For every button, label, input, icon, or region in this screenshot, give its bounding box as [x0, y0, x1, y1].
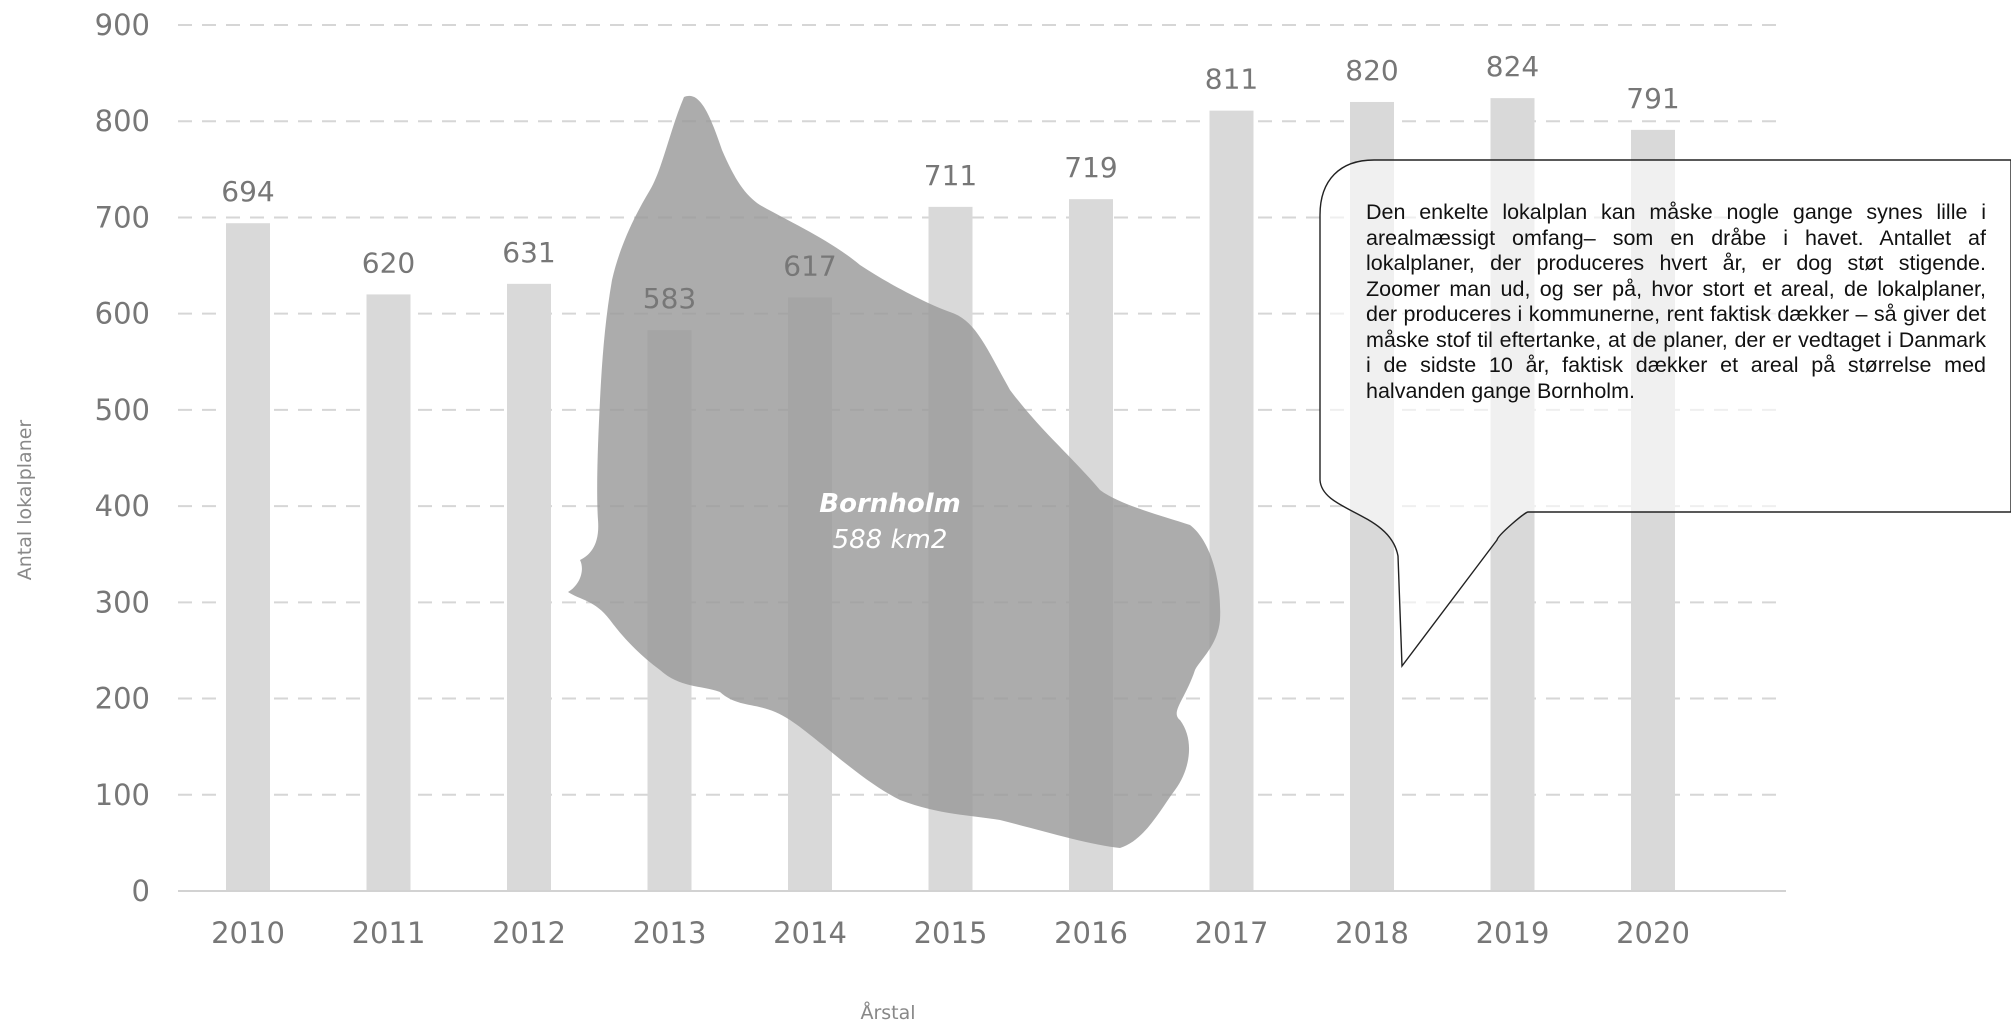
- y-tick-label: 100: [95, 778, 150, 812]
- x-tick-label-2013: 2013: [633, 916, 707, 950]
- value-label-2011: 620: [362, 246, 415, 279]
- bar-2017: [1209, 110, 1254, 892]
- island-name-label: Bornholm: [819, 489, 960, 519]
- y-tick-label: 200: [95, 682, 150, 716]
- y-tick-label: 0: [132, 874, 150, 908]
- x-tick-label-2016: 2016: [1054, 916, 1128, 950]
- callout-text: Den enkelte lokalplan kan måske nogle ga…: [1366, 200, 1986, 403]
- x-tick-label-2020: 2020: [1616, 916, 1690, 950]
- y-tick-label: 400: [95, 489, 150, 523]
- island-area-label: 588 km2: [833, 525, 948, 555]
- y-tick-label: 500: [95, 393, 150, 427]
- bornholm-island-shape: [568, 95, 1221, 848]
- x-tick-label-2019: 2019: [1476, 916, 1550, 950]
- value-label-2019: 824: [1486, 50, 1539, 83]
- x-tick-label-2014: 2014: [773, 916, 847, 950]
- x-tick-label-2017: 2017: [1195, 916, 1269, 950]
- value-label-2018: 820: [1345, 54, 1398, 87]
- value-label-2012: 631: [502, 236, 555, 269]
- x-tick-labels: 2010 2011 2012 2013 2014 2015 2016 2017 2018 2019…: [211, 916, 1690, 950]
- callout-bubble: [1319, 159, 2011, 668]
- value-label-2015: 711: [924, 159, 977, 192]
- x-axis-title: Årstal: [860, 1001, 915, 1024]
- value-labels: 694 620 631 583 617 711 719 811 820 824 791: [221, 50, 1679, 315]
- y-tick-label: 800: [95, 104, 150, 138]
- x-tick-label-2012: 2012: [492, 916, 566, 950]
- y-tick-label: 900: [95, 8, 150, 42]
- value-label-2017: 811: [1205, 63, 1258, 96]
- y-tick-label: 700: [95, 200, 150, 234]
- value-label-2014: 617: [783, 249, 836, 282]
- x-tick-label-2010: 2010: [211, 916, 285, 950]
- y-tick-labels: 0 100 200 300 400 500 600 700 800 900: [95, 8, 150, 908]
- x-tick-label-2011: 2011: [352, 916, 426, 950]
- bar-2012: [507, 283, 551, 891]
- value-label-2010: 694: [221, 175, 274, 208]
- y-axis-title: Antal lokalplaner: [14, 420, 36, 581]
- value-label-2020: 791: [1626, 82, 1679, 115]
- value-label-2016: 719: [1064, 151, 1117, 184]
- y-tick-label: 300: [95, 585, 150, 619]
- bar-2011: [366, 294, 411, 891]
- x-tick-label-2015: 2015: [914, 916, 988, 950]
- bar-2010: [226, 223, 270, 891]
- x-tick-label-2018: 2018: [1335, 916, 1409, 950]
- y-tick-label: 600: [95, 297, 150, 331]
- value-label-2013: 583: [643, 282, 696, 315]
